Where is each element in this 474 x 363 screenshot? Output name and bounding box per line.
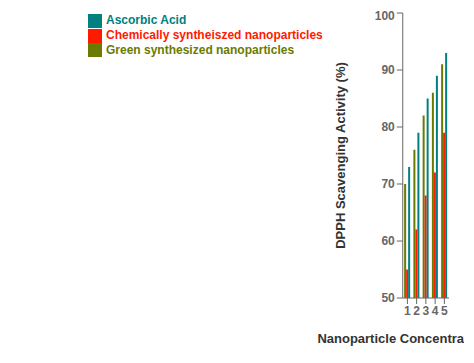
- html-text:Chemically syntheiszed nanopar: Chemically syntheiszed nanoparticles: [106, 27, 323, 42]
- svg-text:4: 4: [432, 304, 439, 318]
- svg-text:2: 2: [413, 304, 420, 318]
- svg-text:50: 50: [381, 291, 395, 305]
- svg-text:80: 80: [381, 120, 395, 134]
- svg-text:Nanoparticle Concentration (µg: Nanoparticle Concentration (µg/ml): [317, 331, 464, 346]
- svg-text:60: 60: [381, 234, 395, 248]
- svg-text:DPPH Scavenging Activity (%): DPPH Scavenging Activity (%): [333, 62, 348, 249]
- html-text:Green synthesized nanoparticle: Green synthesized nanoparticles: [106, 42, 295, 57]
- svg-text:3: 3: [423, 304, 430, 318]
- svg-text:90: 90: [381, 63, 395, 77]
- svg-text:70: 70: [381, 177, 395, 191]
- svg-text:1: 1: [404, 304, 411, 318]
- svg-text:5: 5: [441, 304, 448, 318]
- html-text:Ascorbic Acid: Ascorbic Acid: [106, 13, 187, 27]
- svg-text:100: 100: [375, 9, 395, 23]
